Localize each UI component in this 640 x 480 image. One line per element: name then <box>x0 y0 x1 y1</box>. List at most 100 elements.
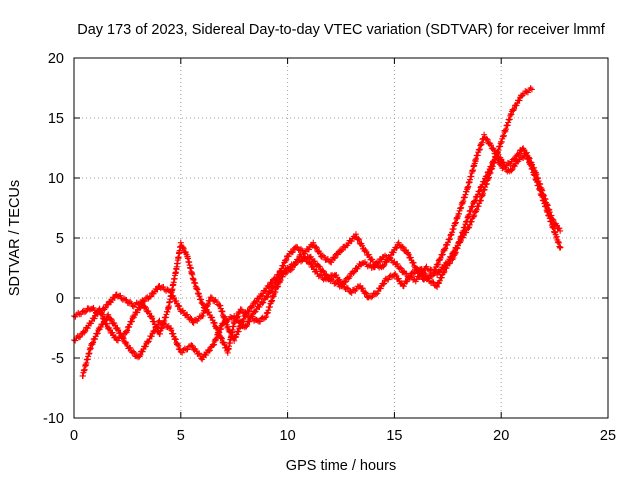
data-point <box>291 262 298 269</box>
data-point <box>151 328 158 335</box>
data-point <box>468 218 475 225</box>
data-point <box>355 235 362 242</box>
data-point <box>362 289 369 296</box>
data-point <box>339 247 346 254</box>
data-point <box>556 225 563 232</box>
data-point <box>205 301 212 308</box>
data-point <box>203 352 210 359</box>
grid <box>74 58 608 418</box>
data-point <box>359 242 366 249</box>
data-point <box>525 156 532 163</box>
data-point <box>220 319 227 326</box>
data-point <box>120 335 127 342</box>
data-point <box>468 204 475 211</box>
data-point <box>252 299 259 306</box>
data-point <box>434 261 441 268</box>
data-point <box>218 334 225 341</box>
data-point <box>218 335 225 342</box>
data-point <box>160 283 167 290</box>
data-point <box>332 254 339 261</box>
data-point <box>105 311 112 318</box>
data-point <box>128 318 135 325</box>
data-point <box>282 257 289 264</box>
data-point <box>463 229 470 236</box>
data-point <box>136 305 143 312</box>
data-point <box>470 198 477 205</box>
data-point <box>117 330 124 337</box>
data-point <box>465 225 472 232</box>
data-point <box>475 203 482 210</box>
data-point <box>294 244 301 251</box>
data-point <box>312 243 319 250</box>
data-point <box>124 327 131 334</box>
data-point <box>419 270 426 277</box>
data-point <box>407 254 414 261</box>
data-point <box>395 275 402 282</box>
data-point <box>365 251 372 258</box>
y-tick-label: -5 <box>51 351 64 367</box>
data-point <box>92 336 99 343</box>
data-point <box>238 306 245 313</box>
data-point <box>199 313 206 320</box>
data-point <box>123 297 130 304</box>
data-point <box>360 260 367 267</box>
data-point <box>88 340 95 347</box>
data-point <box>172 335 179 342</box>
data-point <box>369 293 376 300</box>
data-point <box>363 248 370 255</box>
data-point <box>257 318 264 325</box>
data-point <box>399 244 406 251</box>
data-point <box>373 291 380 298</box>
data-point <box>210 342 217 349</box>
y-axis-label: SDTVAR / TECUs <box>7 180 23 296</box>
data-point <box>205 309 212 316</box>
data-point <box>332 280 339 287</box>
data-point <box>442 245 449 252</box>
data-point <box>264 294 271 301</box>
data-point <box>440 269 447 276</box>
data-point <box>141 303 148 310</box>
data-point <box>256 304 263 311</box>
data-point <box>377 285 384 292</box>
data-point <box>393 272 400 279</box>
data-point <box>315 263 322 270</box>
data-point <box>367 262 374 269</box>
data-point <box>385 276 392 283</box>
y-tick-label: 10 <box>48 171 64 187</box>
data-point <box>522 88 529 95</box>
data-point <box>489 145 496 152</box>
data-point <box>91 315 98 322</box>
data-point <box>94 330 101 337</box>
x-tick-label: 10 <box>280 428 296 444</box>
data-point <box>227 313 234 320</box>
data-point <box>445 259 452 266</box>
data-point <box>441 246 448 253</box>
data-point <box>209 314 216 321</box>
data-point <box>472 207 479 214</box>
data-point <box>368 294 375 301</box>
data-point <box>151 327 158 334</box>
data-point <box>237 319 244 326</box>
data-point <box>82 328 89 335</box>
data-point <box>219 320 226 327</box>
data-point <box>75 309 82 316</box>
x-tick-labels: 0 5 10 15 20 25 <box>70 428 616 444</box>
data-point <box>211 341 218 348</box>
data-point <box>270 284 277 291</box>
data-point <box>381 280 388 287</box>
data-point <box>288 261 295 268</box>
data-point <box>267 287 274 294</box>
data-point <box>184 311 191 318</box>
data-point <box>243 310 250 317</box>
data-point <box>134 309 141 316</box>
data-point <box>100 321 107 328</box>
data-point <box>208 294 215 301</box>
data-point <box>470 213 477 220</box>
data-point <box>188 316 195 323</box>
data-point <box>265 283 272 290</box>
data-point <box>345 285 352 292</box>
data-point <box>328 276 335 283</box>
data-point <box>410 259 417 266</box>
data-point <box>510 107 517 114</box>
